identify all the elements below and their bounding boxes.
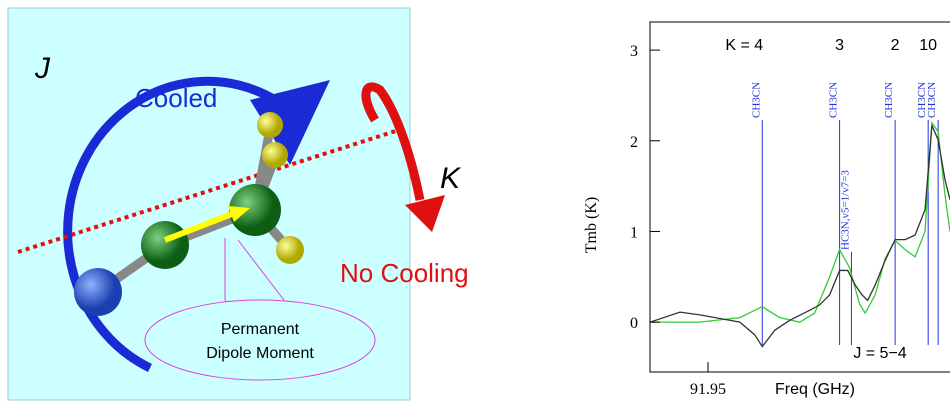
callout-text: Dipole Moment <box>206 345 314 362</box>
k-label: K <box>440 162 462 195</box>
k-label: 2 <box>891 37 900 54</box>
diagram: Permanent Dipole Moment J Cooled K No Co… <box>8 8 469 400</box>
y-tick-label: 3 <box>630 43 638 60</box>
y-tick-label: 0 <box>630 315 638 332</box>
transition-label: CH3CN <box>926 82 938 118</box>
k-label: 10 <box>919 37 937 54</box>
series-line <box>650 123 950 322</box>
carbon-atom <box>141 221 189 269</box>
plot-frame <box>650 22 950 372</box>
callout-text: Permanent <box>221 321 300 338</box>
x-tick-label: 91.95 <box>690 381 726 398</box>
j-label: J <box>34 52 51 85</box>
transition-label: CH3CN <box>883 82 895 118</box>
annotation: J = 5−4 <box>853 345 906 362</box>
callout-bubble <box>145 300 375 380</box>
hydrogen-atom <box>262 142 288 168</box>
spectrum-chart: CH3CN K = 4 CH3CN 3 HC3N,v5=1/v7=3 CH3CN 2 CH3C… <box>583 22 950 398</box>
hydrogen-atom <box>276 236 304 264</box>
figure: Permanent Dipole Moment J Cooled K No Co… <box>0 0 950 408</box>
x-axis-label: Freq (GHz) <box>775 381 855 398</box>
transition-label: CH3CN <box>828 82 840 118</box>
series-line <box>650 125 950 346</box>
y-tick-label: 2 <box>630 134 638 151</box>
hydrogen-atom <box>257 112 283 138</box>
transition-label: HC3N,v5=1/v7=3 <box>839 170 851 250</box>
cooled-label: Cooled <box>135 83 217 113</box>
k-arrowhead <box>405 195 445 232</box>
page: {"diagram":{"rotation_label":"J","cooled… <box>0 0 950 408</box>
no-cooling-label: No Cooling <box>340 258 469 288</box>
plot-area: CH3CN K = 4 CH3CN 3 HC3N,v5=1/v7=3 CH3CN 2 CH3C… <box>650 37 950 347</box>
k-label: K = 4 <box>725 37 763 54</box>
nitrogen-atom <box>74 268 122 316</box>
k-label: 3 <box>835 37 844 54</box>
transition-label: CH3CN <box>750 82 762 118</box>
y-axis-label: Tmb (K) <box>583 197 600 253</box>
y-tick-label: 1 <box>630 224 638 241</box>
